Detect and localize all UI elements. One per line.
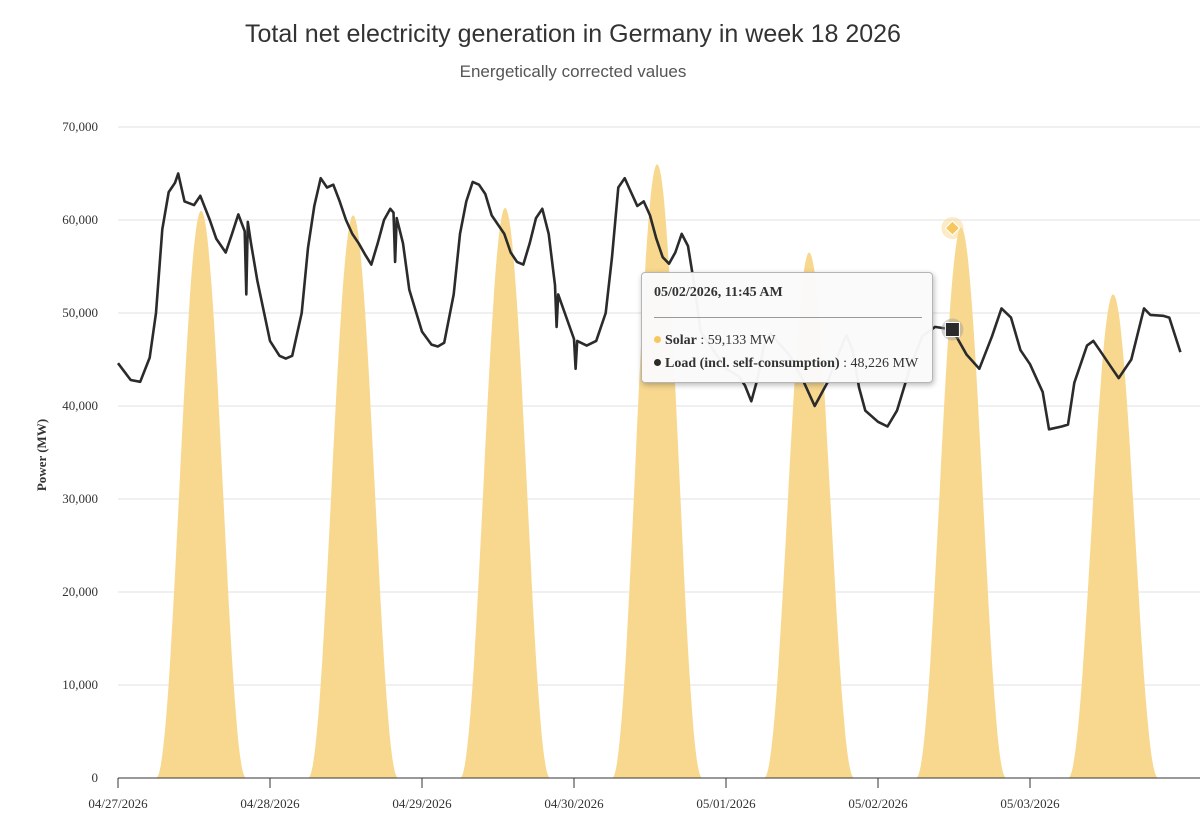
solar-area-04-29-2026 — [460, 207, 551, 778]
y-tick-label: 0 — [92, 770, 99, 785]
chart-title: Total net electricity generation in Germ… — [245, 20, 901, 48]
tooltip-load-label: Load (incl. self-consumption) — [665, 356, 840, 371]
y-tick-label: 50,000 — [62, 305, 98, 320]
solar-area-05-02-2026 — [916, 227, 1007, 778]
load-hover-marker — [944, 321, 960, 337]
chart-tooltip: 05/02/2026, 11:45 AM Solar : 59,133 MW L… — [641, 272, 933, 383]
y-tick-label: 20,000 — [62, 584, 98, 599]
y-axis-label: Power (MW) — [34, 419, 49, 491]
tooltip-solar-row: Solar : 59,133 MW — [654, 333, 775, 349]
solar-area-05-03-2026 — [1068, 294, 1159, 778]
y-tick-label: 60,000 — [62, 212, 98, 227]
solar-area-04-27-2026 — [156, 210, 247, 778]
x-tick-label: 04/27/2026 — [88, 796, 148, 811]
x-tick-label: 05/02/2026 — [848, 796, 908, 811]
x-tick-label: 05/01/2026 — [696, 796, 756, 811]
load-line-layer — [116, 172, 1182, 431]
solar-hover-marker — [944, 220, 961, 236]
load-line — [116, 172, 1182, 431]
y-tick-label: 30,000 — [62, 491, 98, 506]
tooltip-load-value: : 48,226 MW — [843, 356, 919, 371]
tooltip-solar-value: : 59,133 MW — [700, 333, 776, 348]
load-dot-icon — [654, 359, 661, 366]
solar-area-04-28-2026 — [308, 215, 399, 778]
tooltip-divider — [654, 317, 922, 318]
chart-subtitle: Energetically corrected values — [460, 62, 687, 81]
axis-layer: 0 10,000 20,000 30,000 40,000 50,000 60,000 70,… — [62, 119, 1200, 811]
y-tick-label: 40,000 — [62, 398, 98, 413]
y-tick-label: 70,000 — [62, 119, 98, 134]
x-tick-label: 04/28/2026 — [240, 796, 300, 811]
tooltip-solar-label: Solar — [665, 333, 697, 348]
tooltip-load-row: Load (incl. self-consumption) : 48,226 M… — [654, 356, 918, 372]
x-tick-label: 04/30/2026 — [544, 796, 604, 811]
solar-dot-icon — [654, 336, 661, 343]
solar-area-04-30-2026 — [612, 164, 703, 778]
solar-area-layer — [156, 164, 1159, 778]
hover-markers — [941, 217, 964, 341]
y-tick-label: 10,000 — [62, 677, 98, 692]
x-tick-label: 05/03/2026 — [1000, 796, 1060, 811]
solar-area-05-01-2026 — [764, 252, 855, 778]
tooltip-time: 05/02/2026, 11:45 AM — [654, 285, 783, 300]
x-tick-label: 04/29/2026 — [392, 796, 452, 811]
